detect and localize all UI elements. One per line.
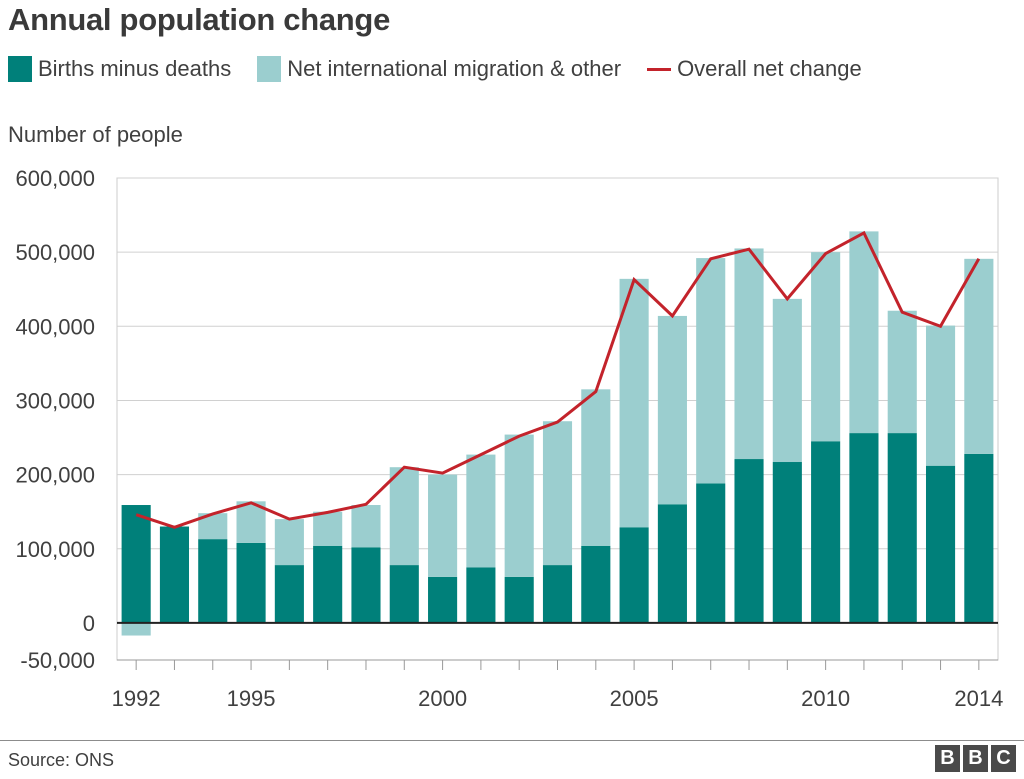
bar-births-1998 [351, 547, 381, 623]
bbc-logo: B B C [932, 745, 1016, 772]
x-tick-label: 1992 [112, 686, 161, 711]
bar-births-2009 [772, 462, 802, 623]
x-tick-label: 2014 [954, 686, 1003, 711]
bar-births-1992 [121, 505, 151, 623]
y-tick-label: -50,000 [20, 648, 95, 673]
bar-births-2000 [428, 576, 458, 623]
x-tick-label: 1995 [227, 686, 276, 711]
legend-label-migration: Net international migration & other [287, 56, 622, 81]
net-change-line [135, 230, 981, 529]
y-tick-label: 300,000 [15, 388, 95, 413]
bar-migration-1999 [389, 467, 419, 566]
y-tick-label: 200,000 [15, 463, 95, 488]
source-note: Source: ONS [8, 750, 115, 770]
bar-migration-2011 [849, 231, 879, 434]
bar-migration-1996 [274, 519, 304, 566]
bar-births-1995 [236, 542, 266, 623]
x-tick-label: 2010 [801, 686, 850, 711]
bar-births-2010 [811, 441, 841, 623]
chart-title: Annual population change [8, 2, 391, 37]
legend-item-net-change: Overall net change [647, 56, 862, 82]
bar-births-2002 [504, 576, 534, 623]
footer-divider [0, 740, 1024, 741]
bar-births-2008 [734, 459, 764, 623]
bar-migration-1997 [313, 511, 343, 546]
bar-births-1997 [313, 545, 343, 623]
bar-births-1996 [274, 565, 304, 623]
y-tick-label: 100,000 [15, 537, 95, 562]
y-tick-label: 400,000 [15, 314, 95, 339]
bar-migration-1998 [351, 505, 381, 548]
bar-births-2011 [849, 433, 879, 623]
logo-letter-b2: B [963, 745, 988, 772]
bar-migration-2012 [887, 310, 917, 434]
bar-births-1999 [389, 565, 419, 623]
legend-swatch-net-change [647, 67, 672, 71]
bar-migration-2003 [542, 421, 573, 566]
bar-births-2005 [619, 527, 649, 623]
logo-letter-c: C [991, 745, 1016, 772]
bar-births-2012 [887, 433, 917, 623]
bar-births-1994 [198, 539, 228, 623]
bar-migration-2014 [964, 258, 994, 454]
legend-label-net-change: Overall net change [677, 56, 862, 81]
y-tick-label: 0 [83, 611, 95, 636]
legend-swatch-births [8, 56, 32, 82]
y-tick-label: 600,000 [15, 166, 95, 191]
bar-births-2006 [657, 504, 687, 623]
bar-births-2014 [964, 453, 994, 623]
bar-migration-2009 [772, 298, 802, 463]
legend-item-births: Births minus deaths [8, 56, 231, 82]
bar-migration-2005 [619, 278, 649, 528]
x-tick-label: 2000 [418, 686, 467, 711]
bar-migration-2000 [428, 474, 458, 577]
y-tick-label: 500,000 [15, 240, 95, 265]
legend-swatch-migration [257, 56, 282, 82]
bar-migration-2001 [466, 454, 496, 568]
bar-migration-2007 [696, 258, 726, 484]
bar-migration-2013 [925, 325, 956, 466]
legend: Births minus deaths Net international mi… [8, 54, 888, 84]
bar-migration-2006 [657, 315, 687, 505]
legend-item-migration: Net international migration & other [257, 56, 621, 82]
bar-migration-2010 [811, 252, 841, 442]
y-axis-label: Number of people [8, 122, 183, 147]
logo-letter-b1: B [935, 745, 960, 772]
bar-migration-2002 [504, 434, 534, 577]
bar-births-2007 [696, 483, 726, 623]
bar-births-2013 [925, 465, 956, 623]
bar-births-2001 [466, 567, 496, 623]
bar-births-2004 [581, 545, 611, 623]
legend-label-births: Births minus deaths [38, 56, 232, 81]
bar-births-1993 [159, 526, 190, 623]
bar-migration-1992 [121, 622, 151, 636]
x-tick-label: 2005 [610, 686, 659, 711]
bar-migration-2008 [734, 248, 764, 460]
bar-migration-2004 [581, 389, 611, 546]
bar-births-2003 [542, 565, 573, 623]
